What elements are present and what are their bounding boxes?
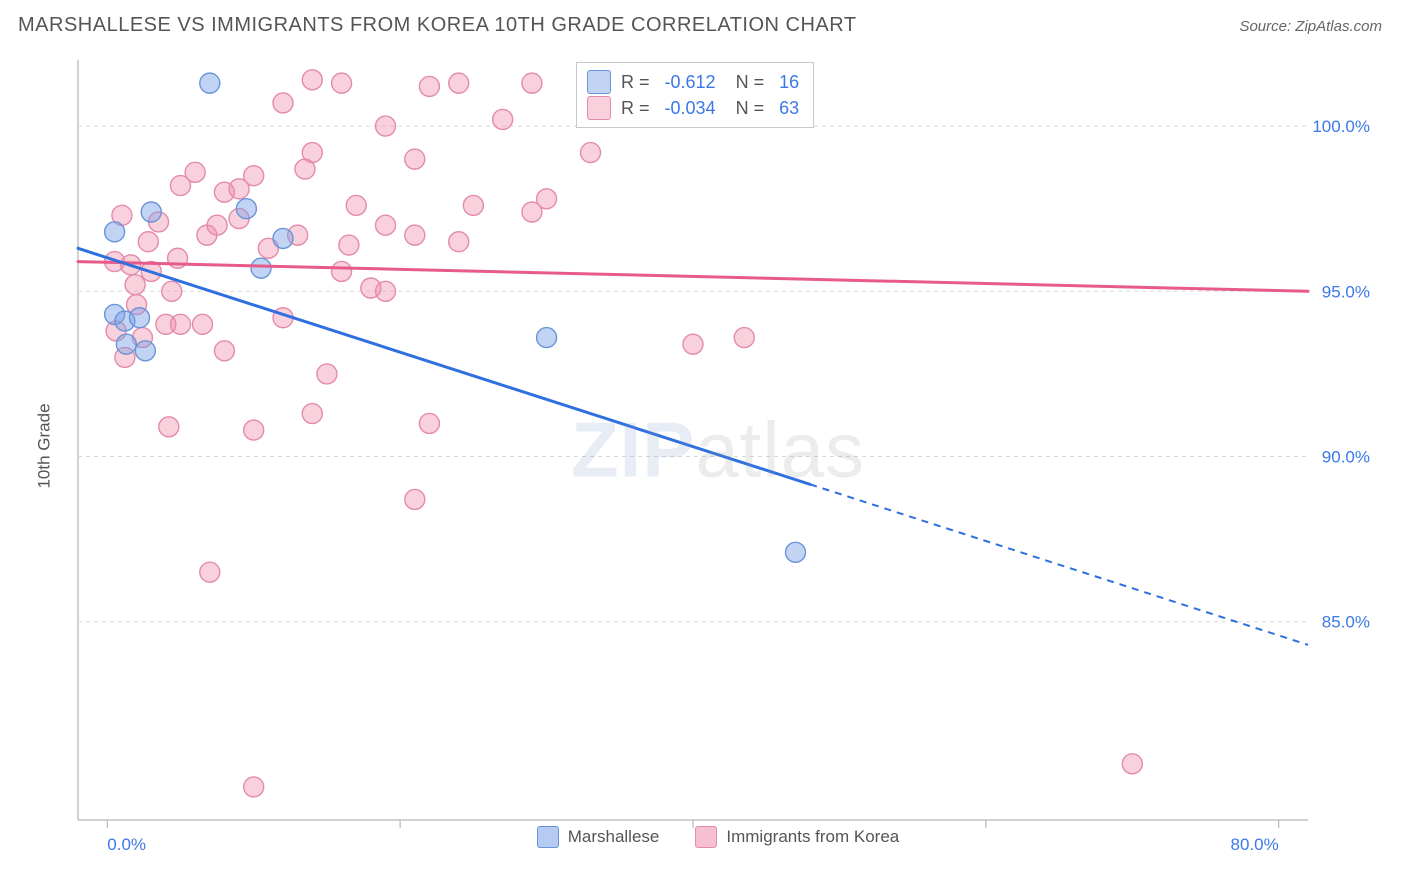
y-tick-label: 100.0%: [1312, 117, 1370, 136]
scatter-point: [581, 143, 601, 163]
scatter-point: [185, 162, 205, 182]
scatter-point: [786, 542, 806, 562]
scatter-point: [346, 195, 366, 215]
scatter-point: [229, 179, 249, 199]
legend-label: Marshallese: [568, 827, 660, 847]
scatter-point: [332, 261, 352, 281]
scatter-point: [1122, 754, 1142, 774]
stats-r-label: R =: [621, 95, 655, 121]
scatter-point: [125, 275, 145, 295]
scatter-point: [105, 222, 125, 242]
scatter-point: [493, 109, 513, 129]
scatter-point: [419, 76, 439, 96]
stats-r-value: -0.034: [665, 95, 716, 121]
legend-swatch: [587, 70, 611, 94]
scatter-point: [159, 417, 179, 437]
scatter-point: [361, 278, 381, 298]
scatter-point: [302, 404, 322, 424]
scatter-point: [449, 232, 469, 252]
stats-n-value: 16: [779, 69, 799, 95]
chart-container: MARSHALLESE VS IMMIGRANTS FROM KOREA 10T…: [0, 0, 1406, 892]
scatter-point: [236, 199, 256, 219]
legend-swatch: [587, 96, 611, 120]
legend-swatch: [695, 826, 717, 848]
trend-line: [78, 248, 810, 484]
scatter-point: [295, 159, 315, 179]
scatter-point: [419, 413, 439, 433]
stats-n-label: N =: [726, 69, 770, 95]
y-tick-label: 85.0%: [1322, 613, 1370, 632]
scatter-point: [463, 195, 483, 215]
y-tick-label: 95.0%: [1322, 282, 1370, 301]
scatter-point: [141, 202, 161, 222]
scatter-point: [537, 328, 557, 348]
legend-swatch: [537, 826, 559, 848]
series-legend: Marshallese Immigrants from Korea: [48, 826, 1388, 848]
legend-item: Immigrants from Korea: [695, 826, 899, 848]
plot-area: 85.0%90.0%95.0%100.0%0.0%80.0% ZIPatlas …: [48, 50, 1388, 850]
scatter-point: [162, 281, 182, 301]
scatter-point: [171, 314, 191, 334]
scatter-point: [200, 562, 220, 582]
legend-item: Marshallese: [537, 826, 660, 848]
scatter-point: [207, 215, 227, 235]
scatter-point: [116, 334, 136, 354]
scatter-point: [302, 70, 322, 90]
scatter-point: [537, 189, 557, 209]
scatter-point: [405, 225, 425, 245]
scatter-point: [317, 364, 337, 384]
scatter-point: [376, 215, 396, 235]
y-tick-label: 90.0%: [1322, 448, 1370, 467]
scatter-point: [683, 334, 703, 354]
stats-n-value: 63: [779, 95, 799, 121]
scatter-point: [522, 73, 542, 93]
scatter-point: [734, 328, 754, 348]
scatter-point: [244, 420, 264, 440]
scatter-point: [273, 93, 293, 113]
scatter-point: [405, 489, 425, 509]
header: MARSHALLESE VS IMMIGRANTS FROM KOREA 10T…: [0, 0, 1406, 43]
scatter-point: [376, 116, 396, 136]
chart-title: MARSHALLESE VS IMMIGRANTS FROM KOREA 10T…: [18, 14, 857, 37]
scatter-point: [192, 314, 212, 334]
scatter-point: [135, 341, 155, 361]
scatter-point: [332, 73, 352, 93]
correlation-stats-box: R = -0.612 N = 16R = -0.034 N = 63: [576, 62, 814, 128]
stats-row: R = -0.612 N = 16: [587, 69, 799, 95]
source-label: Source: ZipAtlas.com: [1239, 18, 1382, 35]
scatter-point: [244, 777, 264, 797]
scatter-plot: 85.0%90.0%95.0%100.0%0.0%80.0%: [48, 50, 1388, 850]
scatter-point: [138, 232, 158, 252]
scatter-point: [339, 235, 359, 255]
scatter-point: [405, 149, 425, 169]
scatter-point: [449, 73, 469, 93]
scatter-point: [130, 308, 150, 328]
scatter-point: [214, 341, 234, 361]
scatter-point: [273, 228, 293, 248]
stats-r-label: R =: [621, 69, 655, 95]
stats-row: R = -0.034 N = 63: [587, 95, 799, 121]
stats-r-value: -0.612: [665, 69, 716, 95]
legend-label: Immigrants from Korea: [726, 827, 899, 847]
scatter-point: [251, 258, 271, 278]
stats-n-label: N =: [726, 95, 770, 121]
trend-line-extrapolated: [810, 484, 1308, 644]
scatter-point: [200, 73, 220, 93]
